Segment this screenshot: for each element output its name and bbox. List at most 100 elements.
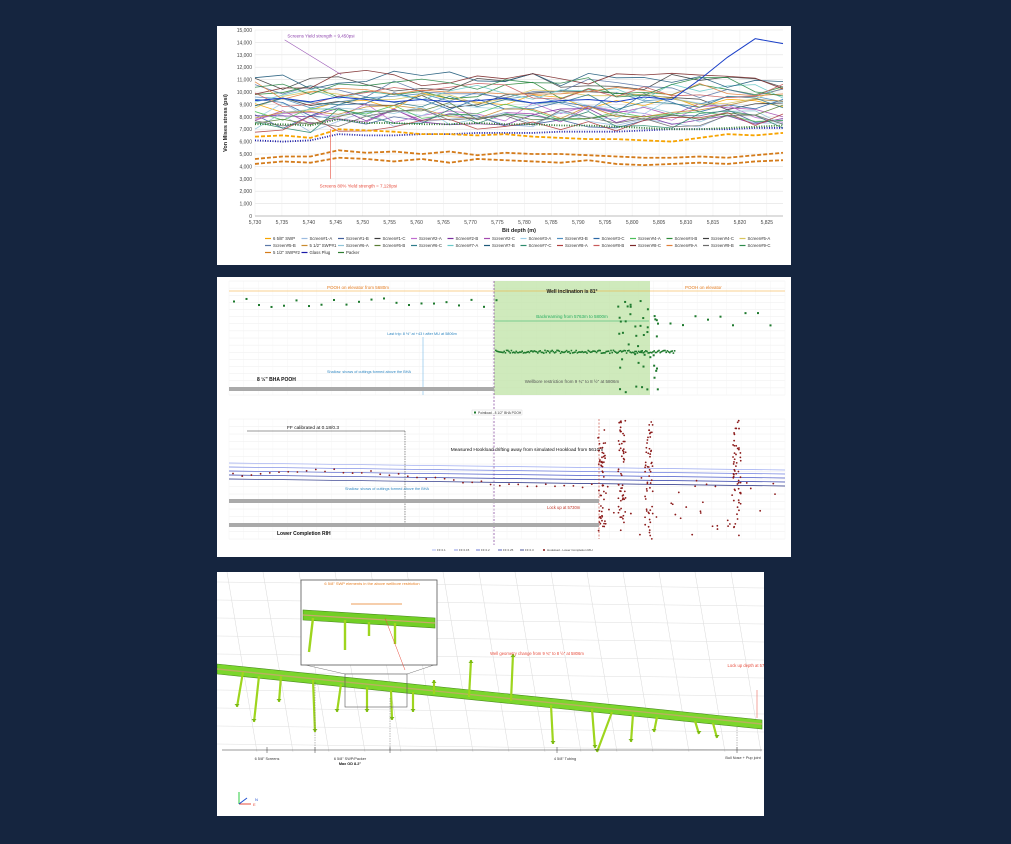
series-line: [254, 108, 784, 128]
data-point: [572, 484, 575, 487]
data-point: [651, 351, 653, 354]
data-point: [598, 442, 601, 445]
data-point: [534, 350, 537, 353]
data-point: [634, 325, 637, 328]
data-point: [623, 440, 626, 443]
force-arrow: [235, 671, 245, 708]
data-point: [544, 483, 547, 486]
data-point: [495, 349, 497, 352]
data-point: [564, 350, 567, 353]
data-point: [470, 298, 473, 301]
data-point: [602, 442, 605, 445]
annotation-lockup: Lock up at 5730m: [547, 505, 581, 510]
force-arrowhead: [364, 709, 370, 712]
data-point: [515, 350, 517, 353]
force-arrow: [590, 708, 597, 749]
data-point: [602, 455, 605, 458]
data-point: [619, 426, 622, 429]
data-point: [598, 460, 601, 463]
data-point: [259, 472, 262, 475]
legend-label: FF 0.25: [503, 548, 514, 552]
data-point: [305, 469, 308, 472]
data-point: [759, 509, 762, 512]
data-point: [606, 485, 609, 488]
data-point: [658, 349, 660, 352]
inset-highlight: [302, 614, 436, 624]
axis-north: [238, 797, 248, 805]
data-point: [637, 350, 640, 353]
data-point: [651, 490, 654, 493]
data-point: [655, 319, 658, 322]
data-point: [583, 351, 586, 353]
data-point: [618, 421, 621, 424]
data-point: [694, 315, 697, 318]
data-point: [540, 351, 543, 354]
data-point: [379, 473, 382, 476]
data-point: [420, 302, 423, 305]
data-point: [736, 421, 739, 424]
data-point: [633, 351, 635, 354]
series-line: [254, 82, 784, 108]
x-tick-label: 5,825: [761, 220, 774, 226]
data-point: [295, 299, 298, 302]
data-point: [617, 351, 619, 354]
data-point: [496, 350, 498, 353]
data-point: [640, 351, 643, 354]
data-point: [738, 447, 740, 449]
legend-label: Screen#6-A: [346, 243, 369, 248]
data-point: [523, 351, 526, 354]
data-point: [445, 301, 448, 304]
data-point: [601, 525, 604, 528]
x-tick-label: 5,780: [518, 220, 531, 226]
data-point: [735, 461, 738, 464]
data-point: [646, 350, 648, 353]
label-screens: 6 5/8" Screens: [255, 757, 280, 761]
highlight-series-line: [254, 128, 784, 143]
data-point: [622, 440, 625, 443]
data-point: [635, 385, 638, 388]
data-point: [443, 477, 446, 480]
ff-line: [228, 466, 786, 475]
data-point: [604, 352, 606, 354]
data-point: [351, 472, 354, 474]
data-point: [471, 481, 474, 484]
data-point: [739, 456, 742, 459]
data-point: [595, 351, 598, 354]
data-point: [649, 436, 652, 438]
data-point: [739, 502, 742, 505]
data-point: [559, 352, 562, 355]
data-point: [621, 484, 624, 487]
data-point: [671, 503, 674, 506]
data-point: [547, 350, 550, 353]
data-point: [520, 351, 522, 354]
data-point: [504, 352, 507, 354]
data-point: [623, 458, 626, 461]
data-point: [602, 475, 605, 478]
data-point: [685, 506, 688, 508]
data-point: [733, 470, 736, 472]
data-point: [610, 349, 612, 352]
data-point: [620, 455, 623, 458]
force-arrowhead: [714, 735, 720, 738]
force-arrowhead: [468, 660, 474, 663]
data-point: [733, 444, 736, 447]
legend-label: Screen#2-C: [492, 236, 515, 241]
data-point: [739, 476, 742, 479]
data-point: [618, 316, 621, 319]
legend-label: Screen#2-B: [456, 236, 479, 241]
series-line: [254, 94, 784, 111]
data-point: [736, 506, 739, 509]
data-point: [601, 470, 604, 473]
y-tick-label: 5,000: [239, 152, 252, 158]
highlight-series-line: [254, 38, 784, 104]
data-point: [501, 351, 503, 354]
data-point: [543, 352, 545, 354]
data-point: [308, 305, 310, 308]
data-point: [655, 516, 658, 518]
data-point: [646, 388, 649, 391]
data-point: [462, 481, 464, 484]
data-point: [619, 366, 622, 369]
data-point: [333, 468, 336, 471]
x-tick-label: 5,805: [653, 220, 666, 226]
legend-label: Screen#9-B: [711, 243, 734, 248]
